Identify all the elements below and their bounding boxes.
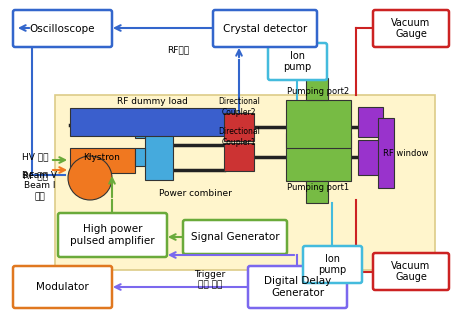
FancyBboxPatch shape (303, 246, 362, 283)
Bar (224, 113, 254, 141)
Text: Modulator: Modulator (36, 282, 89, 292)
Bar (135, 120, 145, 138)
Bar (70, 108, 235, 136)
Circle shape (68, 156, 112, 200)
Bar (358, 140, 383, 175)
Text: Oscilloscope: Oscilloscope (30, 24, 95, 33)
FancyBboxPatch shape (373, 253, 449, 290)
Text: Ion
pump: Ion pump (319, 254, 347, 275)
Bar (70, 148, 135, 173)
Text: RF 인가: RF 인가 (23, 172, 48, 180)
Bar (286, 133, 351, 181)
Text: Directional
Coupler1: Directional Coupler1 (218, 127, 260, 147)
Text: Pumping port2: Pumping port2 (287, 88, 349, 96)
Bar (378, 118, 394, 188)
Bar (306, 78, 328, 100)
Text: Directional
Coupler2: Directional Coupler2 (218, 97, 260, 117)
Text: Digital Delay
Generator: Digital Delay Generator (264, 276, 331, 298)
FancyBboxPatch shape (183, 220, 287, 254)
Text: HV 인가: HV 인가 (22, 153, 48, 161)
FancyBboxPatch shape (58, 213, 167, 257)
Bar (358, 107, 383, 137)
Bar (286, 100, 351, 148)
Text: Trigger
신호 인가: Trigger 신호 인가 (195, 270, 225, 290)
Text: RF dummy load: RF dummy load (117, 97, 188, 107)
Text: Crystal detector: Crystal detector (223, 24, 307, 33)
FancyBboxPatch shape (248, 266, 347, 308)
Bar (55, 95, 435, 270)
FancyBboxPatch shape (373, 10, 449, 47)
Text: High power
pulsed amplifier: High power pulsed amplifier (70, 224, 155, 246)
FancyBboxPatch shape (213, 10, 317, 47)
FancyBboxPatch shape (13, 266, 112, 308)
Text: Vacuum
Gauge: Vacuum Gauge (391, 18, 431, 39)
Text: Power combiner: Power combiner (159, 189, 231, 197)
Text: Pumping port1: Pumping port1 (287, 183, 349, 193)
Bar (145, 108, 173, 180)
Bar (306, 181, 328, 203)
Bar (135, 148, 145, 166)
Text: RF측정: RF측정 (167, 46, 189, 54)
FancyBboxPatch shape (13, 10, 112, 47)
Text: Ion
pump: Ion pump (284, 51, 312, 72)
Text: Vacuum
Gauge: Vacuum Gauge (391, 261, 431, 282)
Text: Beam V
Beam I
측정: Beam V Beam I 측정 (22, 171, 57, 201)
FancyBboxPatch shape (268, 43, 327, 80)
Bar (224, 143, 254, 171)
Text: RF window: RF window (383, 149, 429, 157)
Text: Signal Generator: Signal Generator (191, 232, 279, 242)
Text: Klystron: Klystron (83, 154, 120, 162)
